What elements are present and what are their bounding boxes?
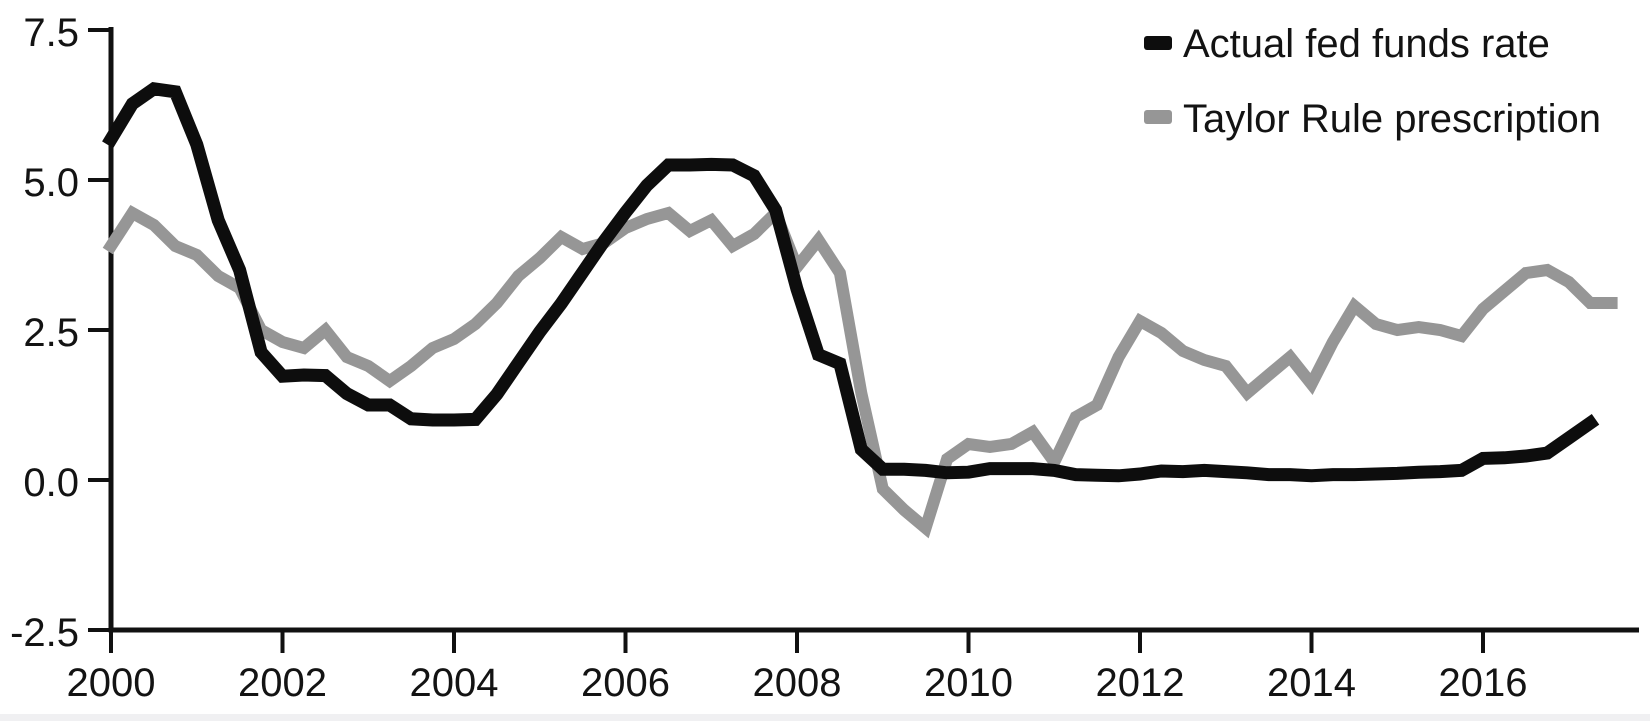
y-tick-label: -2.5 <box>10 611 79 655</box>
legend: Actual fed funds rate Taylor Rule prescr… <box>1144 22 1601 141</box>
x-tick-label: 2012 <box>1096 661 1185 705</box>
y-axis-ticks: 7.5 5.0 2.5 0.0 -2.5 <box>10 11 111 655</box>
y-tick-label: 2.5 <box>23 311 79 355</box>
x-tick-label: 2006 <box>581 661 670 705</box>
y-tick-label: 0.0 <box>23 461 79 505</box>
x-tick-label: 2004 <box>410 661 499 705</box>
actual-fed-funds-line <box>102 82 1600 483</box>
series-lines <box>102 82 1618 539</box>
axes: 7.5 5.0 2.5 0.0 -2.5 2000 2002 2004 2006 2008 201… <box>10 11 1639 705</box>
legend-label-actual-fed-funds: Actual fed funds rate <box>1183 22 1550 66</box>
y-tick-label: 5.0 <box>23 161 79 205</box>
x-tick-label: 2002 <box>238 661 327 705</box>
x-tick-label: 2010 <box>924 661 1013 705</box>
taylor-rule-line <box>102 202 1618 539</box>
x-tick-label: 2000 <box>67 661 156 705</box>
x-tick-label: 2014 <box>1267 661 1356 705</box>
legend-swatch-actual-fed-funds <box>1144 36 1172 50</box>
legend-label-taylor-rule: Taylor Rule prescription <box>1183 97 1601 141</box>
x-tick-label: 2008 <box>753 661 842 705</box>
legend-swatch-taylor-rule <box>1144 110 1172 124</box>
y-tick-label: 7.5 <box>23 11 79 55</box>
x-axis-ticks: 2000 2002 2004 2006 2008 2010 2012 2014 2016 <box>67 630 1528 705</box>
page-bottom-edge <box>0 714 1650 721</box>
x-tick-label: 2016 <box>1439 661 1528 705</box>
